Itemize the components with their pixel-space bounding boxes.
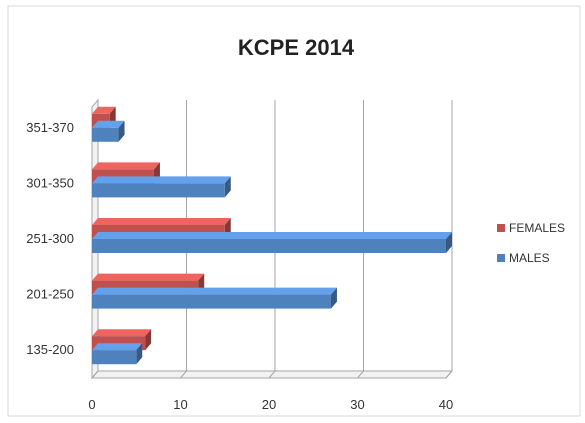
bar-males-351-370 xyxy=(92,120,125,142)
bar-front xyxy=(92,183,225,198)
bar-top xyxy=(92,329,152,337)
legend-swatch-females xyxy=(497,224,505,232)
bar-end xyxy=(136,343,143,365)
bar-front xyxy=(92,127,119,142)
x-tick-label: 10 xyxy=(173,397,187,412)
x-tick-label: 30 xyxy=(350,397,364,412)
bar-front xyxy=(92,350,137,365)
bar-top xyxy=(92,218,231,225)
chart-title: KCPE 2014 xyxy=(238,35,355,60)
y-tick-label: 135-200 xyxy=(26,342,74,357)
legend: FEMALES MALES xyxy=(497,221,565,265)
bar-males-201-250 xyxy=(92,287,337,309)
x-tick-label: 20 xyxy=(262,397,276,412)
bar-top xyxy=(92,287,337,295)
bar-top xyxy=(92,176,231,184)
bar-end xyxy=(118,120,125,142)
y-tick-label: 301-350 xyxy=(26,175,74,190)
gridline-floor xyxy=(357,370,364,379)
bar-top xyxy=(92,162,160,170)
bar-top xyxy=(92,273,205,281)
y-tick-label: 251-300 xyxy=(26,231,74,246)
category-labels: 135-200 201-250 251-300 301-350 351-370 xyxy=(26,120,74,357)
bar-end xyxy=(330,287,337,309)
bar-end xyxy=(145,329,152,351)
gridline-floor xyxy=(445,370,453,379)
bar-end xyxy=(224,176,231,198)
gridline-floor xyxy=(268,370,276,379)
x-tick-label: 0 xyxy=(88,397,95,412)
bar-end xyxy=(446,232,452,253)
legend-swatch-males xyxy=(497,254,505,262)
bar-males-301-350 xyxy=(92,176,231,198)
y-tick-label: 351-370 xyxy=(26,120,74,135)
gridline-floor xyxy=(180,370,187,379)
bar-top xyxy=(92,120,125,128)
bar-top xyxy=(92,232,452,239)
bar-top xyxy=(92,106,116,114)
bar-males-135-200 xyxy=(92,343,143,365)
x-tick-label: 40 xyxy=(439,397,453,412)
gridline-floor xyxy=(91,370,99,379)
bar-males-251-300 xyxy=(92,232,452,253)
legend-label-females: FEMALES xyxy=(509,221,565,235)
bar-front xyxy=(92,294,331,309)
legend-label-males: MALES xyxy=(509,251,550,265)
value-tick-labels: 0 10 20 30 40 xyxy=(88,397,453,412)
y-tick-label: 201-250 xyxy=(26,287,74,302)
bar-front xyxy=(92,239,446,253)
bar-top xyxy=(92,343,143,351)
bars xyxy=(92,106,452,365)
